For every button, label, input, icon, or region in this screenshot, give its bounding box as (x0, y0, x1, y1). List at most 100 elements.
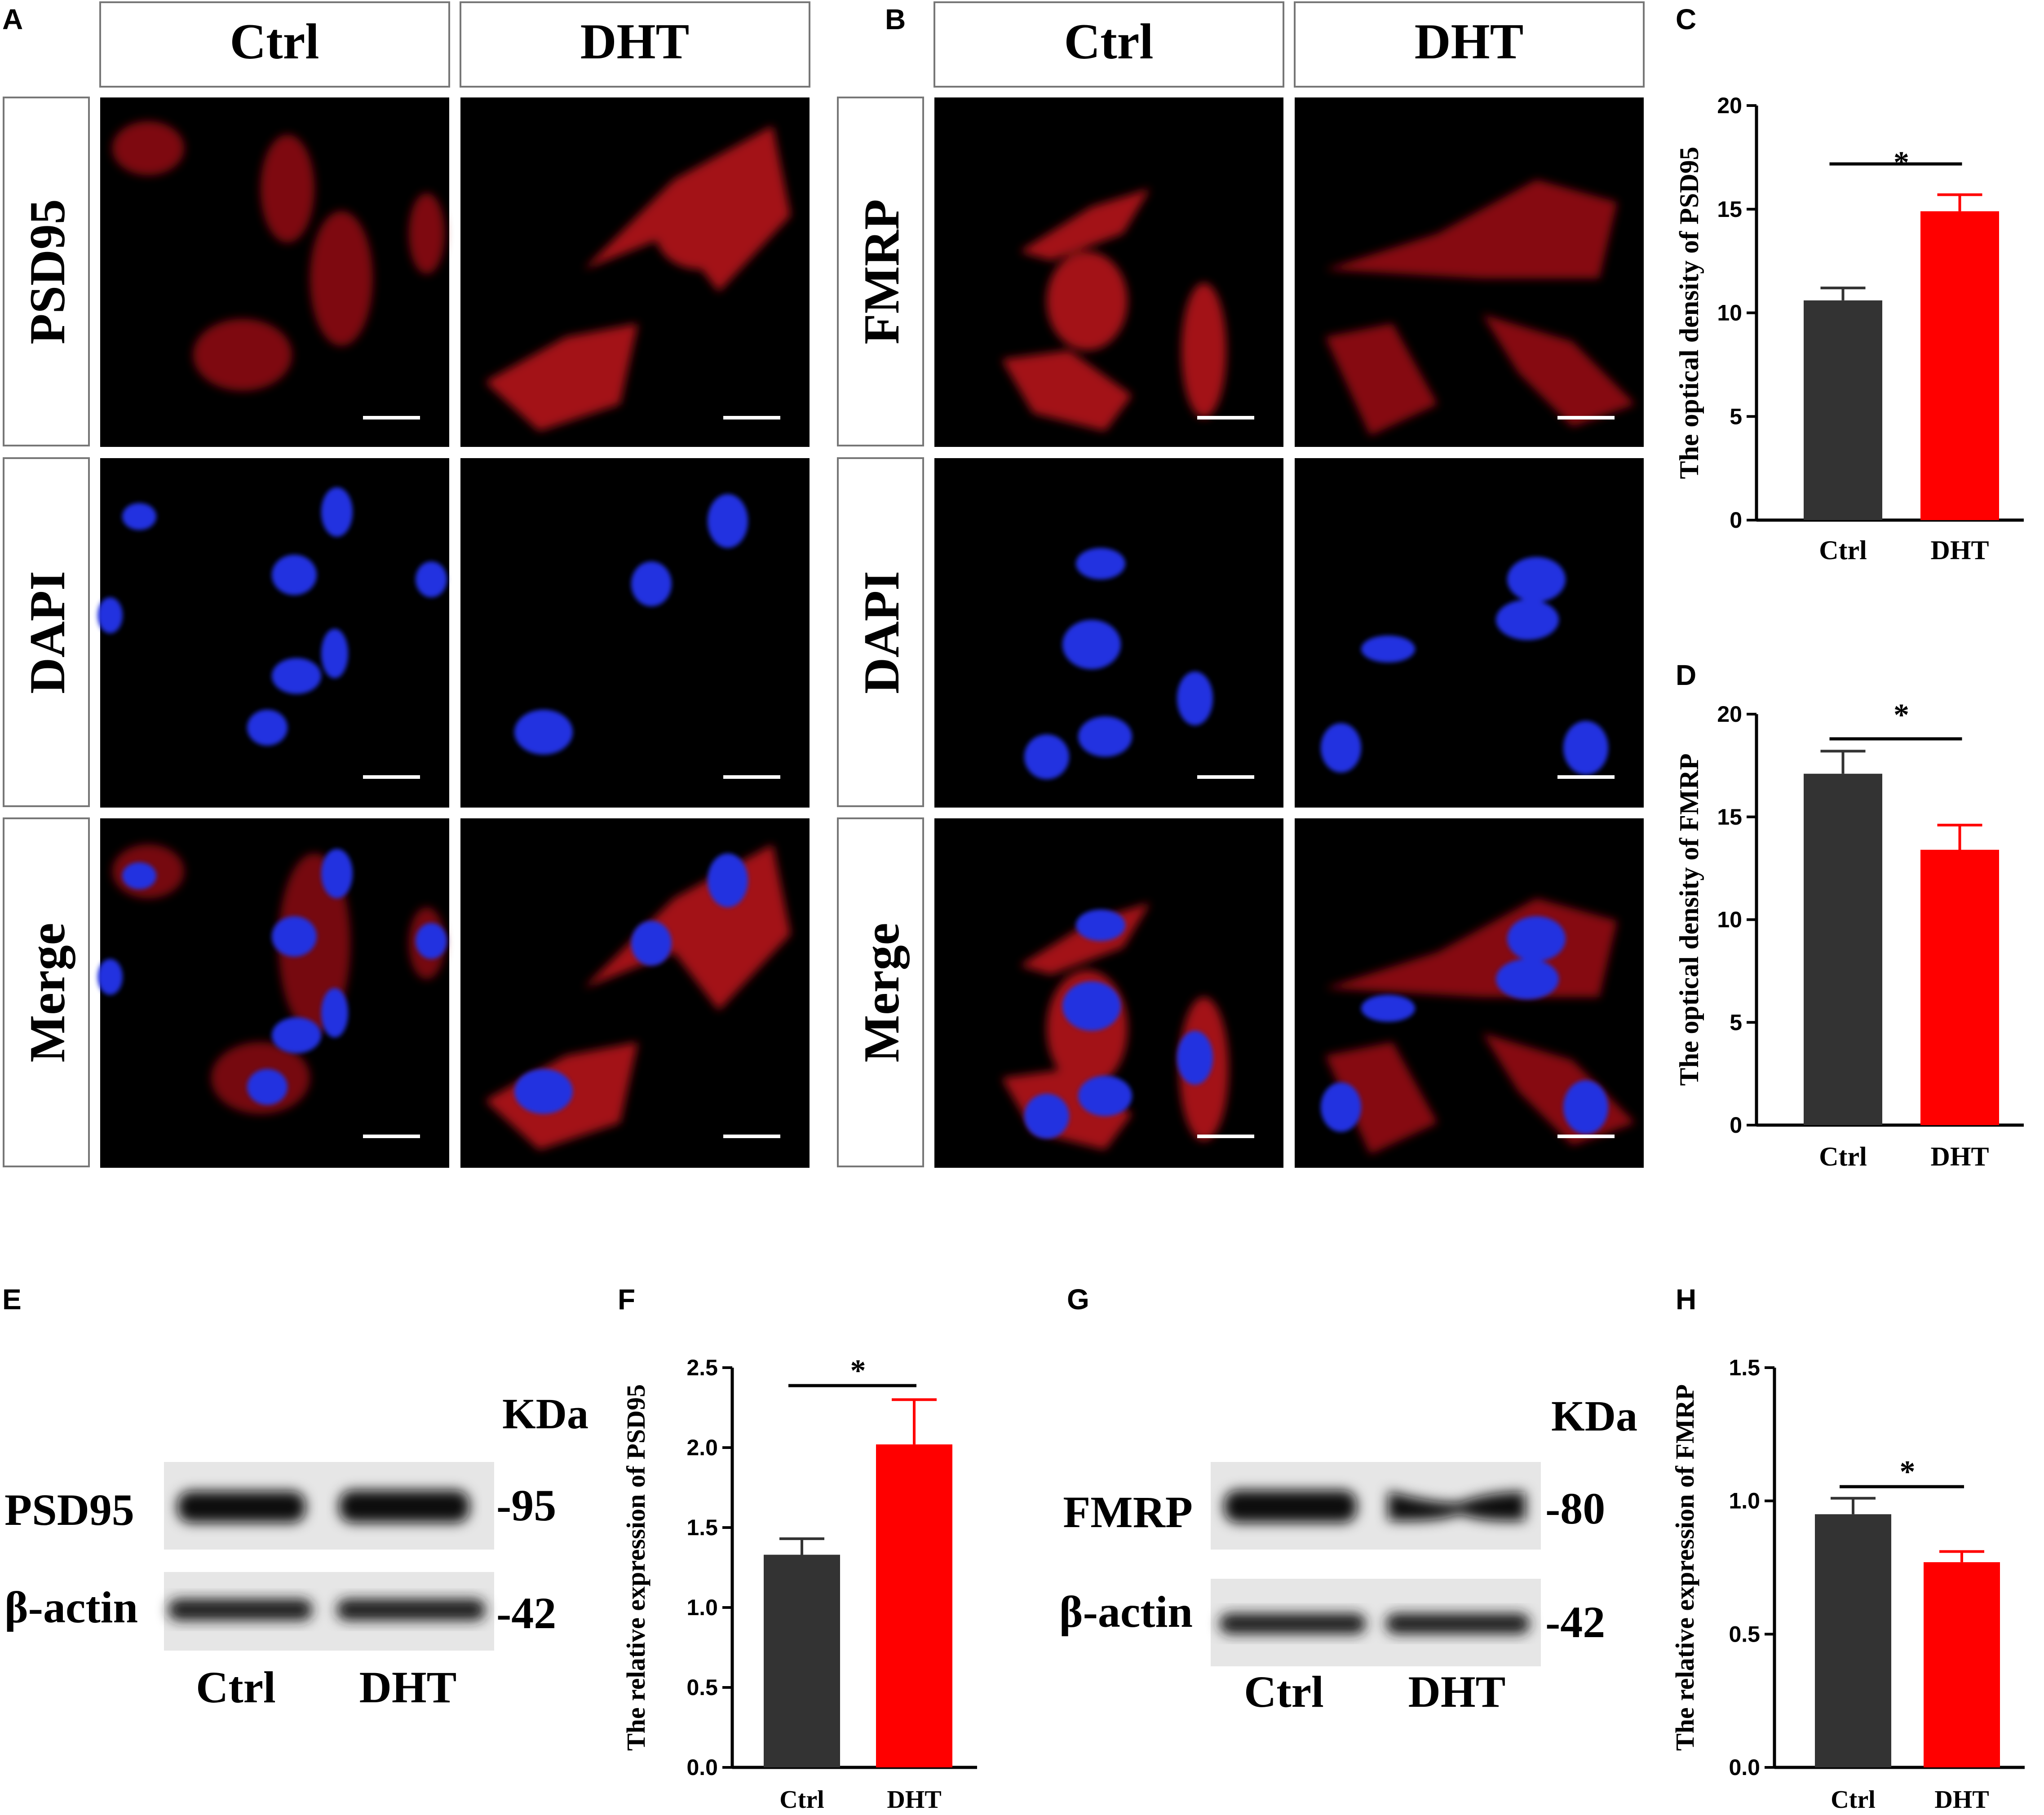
significance-star: * (850, 1354, 866, 1388)
row-label-box-dapi (3, 457, 90, 807)
panel-letter-f: F (618, 1283, 635, 1316)
blot-band-fmrp-dht (1388, 1491, 1525, 1521)
y-tick-label: 10 (1717, 907, 1742, 932)
category-label-ctrl: Ctrl (1819, 1142, 1867, 1171)
micrograph-b-dapi-dht (1295, 458, 1644, 808)
y-tick-label: 2.5 (686, 1355, 718, 1380)
row-label-merge: Merge (20, 923, 75, 1063)
y-tick-label: 0.5 (1729, 1621, 1760, 1647)
band-size-psd95: -95 (496, 1480, 556, 1530)
lane-label-ctrl: Ctrl (196, 1662, 276, 1712)
y-tick-label: 1.0 (686, 1595, 718, 1620)
col-header-box-ctrl (99, 1, 450, 88)
band-label-actin: β-actin (1059, 1587, 1193, 1637)
y-tick-label: 0 (1730, 508, 1742, 533)
blot-band-actin-ctrl (1220, 1613, 1366, 1634)
panel-letter-g: G (1067, 1283, 1089, 1316)
significance-star: * (1900, 1455, 1916, 1489)
bar-ctrl (1804, 773, 1882, 1125)
significance-star: * (1894, 698, 1909, 733)
row-label-box-merge (3, 817, 90, 1167)
panel-letter-e: E (2, 1283, 22, 1316)
row-label-fmrp: FMRP (854, 199, 910, 344)
category-label-ctrl: Ctrl (1831, 1786, 1876, 1814)
row-label-psd95: PSD95 (20, 199, 75, 344)
kda-label: KDa (502, 1390, 588, 1438)
band-size-actin: -42 (1545, 1597, 1605, 1647)
category-label-dht: DHT (887, 1786, 941, 1814)
category-label-ctrl: Ctrl (1819, 535, 1867, 565)
y-axis-label: The optical density of FMRP (1674, 754, 1704, 1086)
micrograph-b-dapi-ctrl (934, 458, 1283, 808)
kda-label: KDa (1551, 1392, 1637, 1440)
y-tick-label: 1.0 (1729, 1488, 1760, 1514)
panel-letter-h: H (1676, 1283, 1696, 1316)
micrograph-a-dapi-dht (460, 458, 810, 808)
bar-ctrl (764, 1554, 840, 1767)
micrograph-a-merge-dht (460, 818, 810, 1168)
blot-band-actin-ctrl (168, 1599, 312, 1621)
chart-d-optical-density-fmrp: 0 5 10 15 20 Ctrl DHT * The optical density of F… (1674, 698, 2024, 1171)
chart-c-optical-density-psd95: 0 5 10 15 20 Ctrl DHT * The optical density of P… (1674, 93, 2024, 565)
panel-letter-a: A (2, 3, 23, 35)
category-label-dht: DHT (1930, 535, 1989, 565)
col-header-box-dht (1294, 1, 1645, 88)
band-label-psd95: PSD95 (4, 1485, 134, 1535)
lane-label-ctrl: Ctrl (1244, 1667, 1324, 1717)
panel-letter-c: C (1676, 3, 1696, 35)
row-label-merge: Merge (854, 923, 910, 1063)
row-label-box-dapi (837, 457, 924, 807)
y-tick-label: 5 (1730, 1010, 1742, 1035)
y-axis-label: The relative expression of FMRP (1670, 1384, 1699, 1751)
y-tick-label: 2.0 (686, 1435, 718, 1460)
band-label-actin: β-actin (4, 1582, 138, 1632)
col-header-ctrl: Ctrl (230, 14, 319, 70)
micrograph-a-psd95-dht (460, 97, 810, 447)
micrograph-a-dapi-ctrl (97, 458, 449, 808)
blot-band-psd95-ctrl (177, 1491, 305, 1523)
y-tick-label: 0.0 (686, 1755, 718, 1780)
y-tick-label: 15 (1717, 804, 1742, 830)
y-tick-label: 1.5 (1729, 1355, 1760, 1380)
micrograph-b-merge-dht (1295, 818, 1644, 1168)
y-tick-label: 10 (1717, 300, 1742, 326)
blot-band-fmrp-ctrl (1224, 1490, 1357, 1523)
y-axis-label: The optical density of PSD95 (1674, 146, 1704, 479)
lane-label-dht: DHT (359, 1662, 457, 1712)
bar-ctrl (1804, 300, 1882, 520)
panel-g: KDa FMRP β-actin -80 -42 Ctrl DHT (1059, 1392, 1637, 1717)
micrograph-b-fmrp-ctrl (934, 97, 1283, 447)
bar-dht (1920, 849, 1999, 1125)
y-tick-label: 15 (1717, 197, 1742, 222)
col-header-box-dht (460, 1, 810, 88)
bar-dht (876, 1444, 952, 1767)
row-label-box-psd95 (3, 97, 90, 446)
y-tick-label: 5 (1730, 404, 1742, 429)
category-label-ctrl: Ctrl (779, 1786, 824, 1814)
row-label-box-merge (837, 817, 924, 1167)
panel-e: KDa PSD95 β-actin -95 -42 Ctrl DHT (4, 1390, 588, 1712)
panel-a: Ctrl DHT PSD95 DAPI Merge (3, 1, 810, 1168)
blot-band-psd95-dht (339, 1490, 469, 1523)
micrograph-b-merge-ctrl (934, 818, 1283, 1168)
band-size-actin: -42 (496, 1588, 556, 1638)
y-tick-label: 20 (1717, 702, 1742, 727)
col-header-ctrl: Ctrl (1064, 14, 1153, 70)
bar-dht (1924, 1562, 2000, 1767)
y-tick-label: 0.5 (686, 1675, 718, 1700)
y-tick-label: 1.5 (686, 1515, 718, 1540)
lane-label-dht: DHT (1408, 1667, 1506, 1717)
y-tick-label: 0 (1730, 1113, 1742, 1138)
panel-letter-b: B (885, 3, 906, 35)
y-tick-label: 20 (1717, 93, 1742, 118)
row-label-dapi: DAPI (20, 571, 75, 694)
micrograph-b-fmrp-dht (1295, 97, 1644, 447)
band-size-fmrp: -80 (1545, 1484, 1605, 1533)
significance-star: * (1894, 146, 1909, 180)
col-header-box-ctrl (934, 1, 1284, 88)
micrograph-a-psd95-ctrl (100, 97, 449, 447)
chart-f-relative-expression-psd95: 0.0 0.5 1.0 1.5 2.0 2.5 Ctrl DHT * The relative e… (621, 1354, 977, 1814)
bar-dht (1920, 211, 1999, 520)
blot-band-actin-dht (337, 1599, 485, 1621)
